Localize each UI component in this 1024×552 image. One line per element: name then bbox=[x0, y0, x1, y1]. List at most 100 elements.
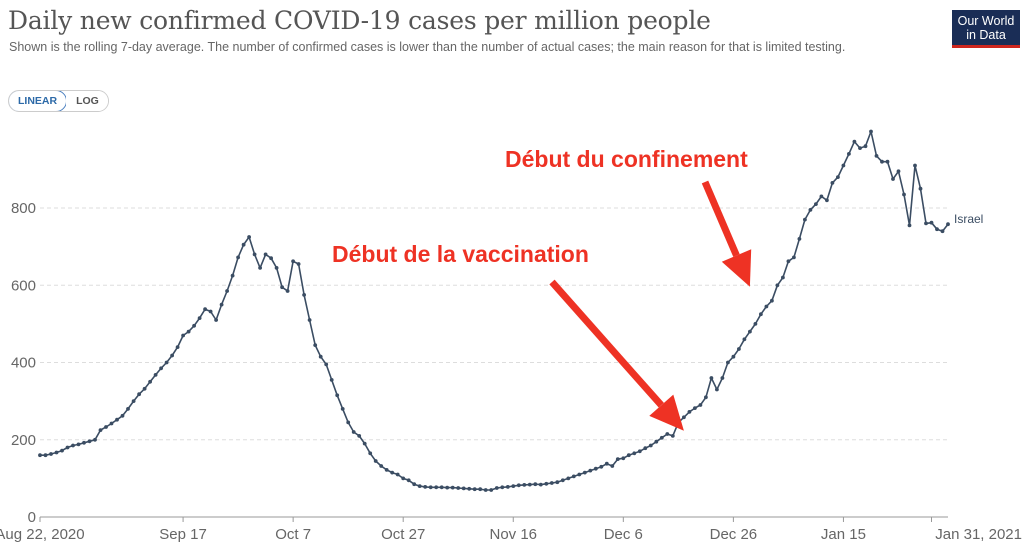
log-scale-button[interactable]: LOG bbox=[66, 91, 108, 111]
data-point bbox=[863, 144, 868, 149]
data-point bbox=[115, 417, 119, 422]
data-point bbox=[82, 440, 86, 445]
data-point bbox=[142, 386, 147, 391]
data-point bbox=[252, 252, 257, 257]
data-point bbox=[538, 482, 543, 487]
data-point bbox=[406, 478, 411, 483]
data-point bbox=[610, 464, 615, 468]
data-point bbox=[555, 480, 560, 485]
data-point bbox=[759, 312, 763, 317]
data-point bbox=[626, 453, 631, 458]
data-point bbox=[792, 255, 796, 260]
data-point bbox=[830, 181, 835, 185]
data-point bbox=[748, 329, 752, 334]
data-point bbox=[720, 376, 725, 380]
data-point bbox=[896, 169, 901, 174]
data-point bbox=[203, 307, 208, 312]
data-point bbox=[456, 486, 461, 490]
chart-title: Daily new confirmed COVID-19 cases per m… bbox=[8, 6, 711, 35]
data-point bbox=[841, 163, 846, 168]
data-point bbox=[665, 432, 670, 436]
chart-subtitle: Shown is the rolling 7-day average. The … bbox=[9, 40, 846, 54]
data-point bbox=[478, 487, 483, 492]
x-tick-label: Sep 17 bbox=[159, 526, 207, 543]
data-point bbox=[208, 309, 213, 314]
data-point bbox=[808, 208, 813, 212]
data-point bbox=[577, 472, 582, 477]
annotation-vaccination: Début de la vaccination bbox=[332, 241, 589, 267]
data-point bbox=[351, 430, 356, 434]
data-point bbox=[60, 448, 64, 453]
data-point bbox=[54, 450, 59, 455]
data-point bbox=[571, 474, 576, 479]
data-point bbox=[588, 468, 593, 473]
data-point bbox=[236, 255, 241, 260]
data-point bbox=[93, 437, 97, 442]
data-point bbox=[43, 453, 48, 458]
data-point bbox=[533, 482, 538, 487]
x-tick-label: Jan 15 bbox=[821, 526, 866, 543]
linear-scale-button[interactable]: LINEAR bbox=[8, 91, 68, 111]
data-point bbox=[500, 485, 505, 490]
data-point bbox=[175, 345, 180, 349]
data-point bbox=[230, 273, 235, 278]
data-point bbox=[527, 482, 532, 487]
data-point bbox=[412, 482, 417, 487]
data-point bbox=[918, 186, 923, 191]
data-point bbox=[170, 353, 175, 358]
data-point bbox=[709, 376, 714, 380]
data-point bbox=[258, 266, 262, 270]
data-point bbox=[131, 399, 136, 403]
data-point bbox=[819, 194, 824, 199]
data-point bbox=[659, 435, 664, 440]
data-point bbox=[98, 428, 103, 432]
data-point bbox=[935, 227, 939, 232]
data-point bbox=[522, 483, 527, 487]
data-point bbox=[731, 354, 736, 359]
data-point bbox=[516, 483, 521, 488]
data-point bbox=[753, 322, 758, 326]
data-point bbox=[109, 421, 114, 426]
data-point bbox=[461, 486, 466, 491]
data-point bbox=[241, 242, 246, 247]
data-point bbox=[483, 488, 488, 492]
data-point bbox=[384, 468, 389, 472]
data-point bbox=[648, 443, 653, 448]
data-point bbox=[560, 478, 565, 483]
series-label-israel: Israel bbox=[954, 212, 983, 226]
data-point bbox=[76, 442, 81, 447]
data-point bbox=[65, 445, 70, 450]
data-point bbox=[439, 485, 444, 490]
data-point bbox=[654, 439, 659, 444]
y-tick-label: 800 bbox=[11, 200, 36, 217]
x-tick-label: Oct 7 bbox=[275, 526, 311, 543]
data-point bbox=[946, 222, 950, 227]
data-point bbox=[181, 333, 186, 338]
data-point bbox=[247, 235, 252, 239]
data-point bbox=[858, 146, 862, 151]
data-point bbox=[869, 129, 873, 134]
data-point bbox=[467, 486, 472, 491]
data-point bbox=[159, 366, 164, 371]
data-point bbox=[318, 354, 323, 359]
data-point bbox=[940, 229, 945, 234]
owid-logo[interactable]: Our World in Data bbox=[952, 10, 1020, 48]
y-tick-label: 0 bbox=[28, 509, 36, 526]
data-point bbox=[737, 347, 741, 351]
data-point bbox=[302, 293, 306, 297]
data-point bbox=[445, 485, 450, 490]
annotation-arrowhead bbox=[721, 249, 752, 287]
data-point bbox=[269, 256, 273, 261]
data-point bbox=[615, 457, 620, 461]
data-point bbox=[324, 362, 329, 367]
data-point bbox=[401, 476, 406, 481]
data-point bbox=[71, 443, 75, 448]
data-point bbox=[417, 484, 422, 488]
data-point bbox=[368, 451, 373, 456]
data-point bbox=[335, 393, 340, 398]
annotation-arrowhead bbox=[649, 394, 684, 431]
data-point bbox=[357, 434, 362, 438]
data-point bbox=[307, 318, 312, 322]
data-point bbox=[891, 177, 895, 181]
data-point bbox=[797, 237, 802, 241]
